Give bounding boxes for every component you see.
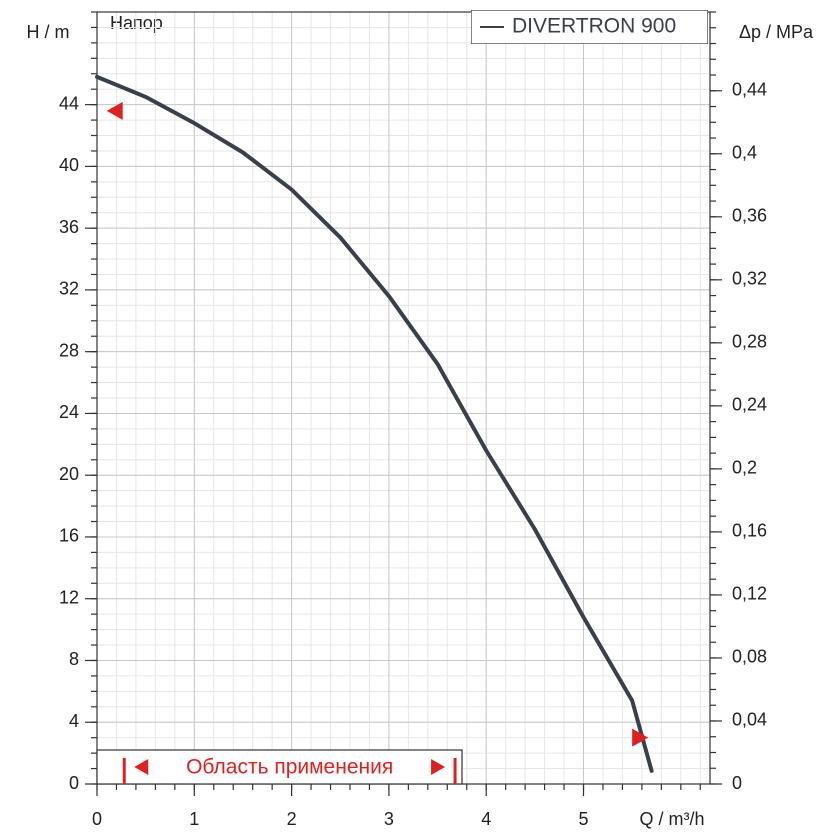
legend-box — [471, 10, 708, 44]
y-tick-label: 0 — [69, 773, 79, 793]
y2-tick-label: 0,32 — [732, 269, 767, 289]
y-tick-label: 12 — [59, 587, 79, 607]
y-tick-label: 28 — [59, 340, 79, 360]
y-tick-label: 44 — [59, 93, 79, 113]
range-arrow — [431, 759, 446, 775]
range-marker — [632, 728, 649, 747]
y2-tick-label: 0,28 — [732, 332, 767, 352]
x-tick-label: 0 — [92, 809, 102, 829]
y2-tick-label: 0,44 — [732, 80, 767, 100]
legend-label: DIVERTRON 900 — [512, 15, 676, 38]
y2-tick-label: 0,24 — [732, 395, 767, 415]
y-tick-label: 20 — [59, 464, 79, 484]
y2-tick-label: 0,4 — [732, 143, 757, 163]
range-marker — [106, 101, 123, 120]
y-tick-label: 4 — [69, 711, 79, 731]
y2-tick-label: 0,12 — [732, 584, 767, 604]
x-tick-label: 3 — [384, 809, 394, 829]
range-box — [96, 749, 463, 785]
y-tick-label: 40 — [59, 155, 79, 175]
y-tick-label: 36 — [59, 217, 79, 237]
y2-tick-label: 0,04 — [732, 710, 767, 730]
range-label: Область применения — [186, 756, 393, 779]
y-tick-label: 8 — [69, 649, 79, 669]
y2-tick-label: 0,08 — [732, 647, 767, 667]
x-tick-label: 4 — [481, 809, 491, 829]
y2-axis-label: Δp / MPa — [739, 22, 814, 42]
y-tick-label: 32 — [59, 279, 79, 299]
x-tick-label: 5 — [579, 809, 589, 829]
y2-tick-label: 0 — [732, 773, 742, 793]
x-tick-label: 2 — [287, 809, 297, 829]
x-tick-label: 1 — [189, 809, 199, 829]
series-line — [95, 74, 654, 773]
x-axis-label: Q / m³/h — [639, 809, 704, 829]
y-tick-label: 16 — [59, 526, 79, 546]
range-arrow — [134, 759, 149, 775]
y2-tick-label: 0,2 — [732, 458, 757, 478]
legend: DIVERTRON 900 — [471, 10, 708, 44]
y2-tick-label: 0,16 — [732, 521, 767, 541]
y2-tick-label: 0,36 — [732, 206, 767, 226]
y-axis-label: H / m — [27, 22, 70, 42]
y-tick-label: 24 — [59, 402, 79, 422]
